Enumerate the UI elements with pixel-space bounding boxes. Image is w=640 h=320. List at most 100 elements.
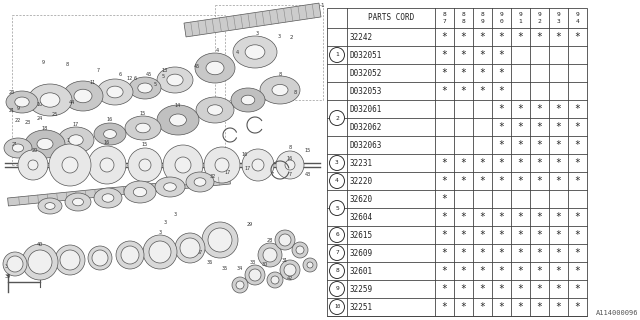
Ellipse shape — [272, 84, 288, 96]
Ellipse shape — [206, 61, 224, 75]
Text: 39: 39 — [5, 274, 11, 279]
Text: 35: 35 — [222, 266, 228, 270]
Text: *: * — [479, 176, 485, 186]
Text: 9: 9 — [518, 12, 522, 17]
Circle shape — [88, 146, 126, 184]
Text: *: * — [461, 248, 467, 258]
Text: *: * — [499, 266, 504, 276]
Text: *: * — [575, 140, 580, 150]
Text: *: * — [499, 230, 504, 240]
Text: 4: 4 — [575, 19, 579, 24]
Text: 29: 29 — [247, 222, 253, 228]
Text: 3: 3 — [173, 212, 177, 218]
Circle shape — [275, 230, 295, 250]
Text: 1: 1 — [320, 3, 323, 8]
Text: 25: 25 — [52, 113, 58, 117]
Ellipse shape — [37, 138, 53, 149]
Text: 8: 8 — [443, 12, 446, 17]
Text: *: * — [556, 266, 561, 276]
Ellipse shape — [196, 97, 234, 123]
Text: *: * — [461, 50, 467, 60]
Text: 6: 6 — [335, 233, 339, 237]
Text: 14: 14 — [175, 164, 181, 169]
Text: 32259: 32259 — [350, 284, 373, 293]
Text: *: * — [442, 32, 447, 42]
Text: *: * — [518, 176, 524, 186]
Ellipse shape — [138, 83, 152, 93]
Circle shape — [175, 233, 205, 263]
Text: *: * — [556, 104, 561, 114]
Ellipse shape — [241, 95, 255, 105]
Text: D032053: D032053 — [350, 86, 382, 95]
Text: *: * — [518, 266, 524, 276]
Text: *: * — [556, 32, 561, 42]
Text: 32615: 32615 — [350, 230, 373, 239]
Ellipse shape — [97, 79, 133, 105]
Text: 16: 16 — [242, 153, 248, 157]
Text: 3: 3 — [159, 230, 161, 236]
Text: *: * — [518, 140, 524, 150]
Text: *: * — [536, 284, 543, 294]
Bar — [0, 0, 325, 320]
Text: 13: 13 — [162, 68, 168, 73]
Ellipse shape — [74, 89, 92, 103]
Text: 8: 8 — [461, 19, 465, 24]
Circle shape — [143, 235, 177, 269]
Text: 7: 7 — [443, 19, 446, 24]
Text: 9: 9 — [557, 12, 561, 17]
Text: 21: 21 — [9, 108, 15, 113]
Circle shape — [330, 263, 344, 278]
Text: D032052: D032052 — [350, 68, 382, 77]
Ellipse shape — [40, 93, 60, 107]
Text: *: * — [499, 32, 504, 42]
Text: 8: 8 — [481, 12, 484, 17]
Text: 16: 16 — [287, 156, 293, 161]
Text: 33: 33 — [250, 260, 256, 265]
Text: *: * — [442, 212, 447, 222]
Text: *: * — [479, 266, 485, 276]
Text: *: * — [479, 32, 485, 42]
Circle shape — [180, 238, 200, 258]
Text: 32220: 32220 — [350, 177, 373, 186]
Ellipse shape — [194, 178, 206, 186]
Circle shape — [100, 158, 114, 172]
Text: *: * — [536, 176, 543, 186]
Text: *: * — [499, 176, 504, 186]
Text: *: * — [499, 104, 504, 114]
Text: *: * — [461, 176, 467, 186]
Text: 9: 9 — [575, 12, 579, 17]
Circle shape — [330, 110, 344, 125]
Text: 32620: 32620 — [350, 195, 373, 204]
Text: 32231: 32231 — [350, 158, 373, 167]
Text: 41: 41 — [47, 262, 53, 268]
Text: *: * — [536, 212, 543, 222]
Ellipse shape — [94, 123, 126, 145]
Text: 40: 40 — [37, 243, 43, 247]
Ellipse shape — [260, 76, 300, 104]
Circle shape — [204, 147, 240, 183]
Ellipse shape — [245, 45, 265, 59]
Text: *: * — [479, 248, 485, 258]
Circle shape — [330, 300, 344, 315]
Text: D032063: D032063 — [350, 140, 382, 149]
Text: *: * — [518, 104, 524, 114]
Circle shape — [285, 160, 295, 170]
Circle shape — [330, 245, 344, 260]
Text: *: * — [536, 122, 543, 132]
Text: *: * — [575, 230, 580, 240]
Text: *: * — [499, 158, 504, 168]
Ellipse shape — [63, 81, 103, 111]
Text: 3: 3 — [557, 19, 561, 24]
Text: *: * — [442, 248, 447, 258]
Text: *: * — [479, 302, 485, 312]
Ellipse shape — [104, 130, 116, 138]
Text: *: * — [479, 158, 485, 168]
Ellipse shape — [233, 36, 277, 68]
Circle shape — [7, 256, 23, 272]
Text: 3: 3 — [163, 220, 166, 225]
Ellipse shape — [207, 105, 223, 115]
Circle shape — [330, 282, 344, 297]
Text: *: * — [442, 194, 447, 204]
Text: *: * — [499, 248, 504, 258]
Text: 20: 20 — [9, 90, 15, 94]
